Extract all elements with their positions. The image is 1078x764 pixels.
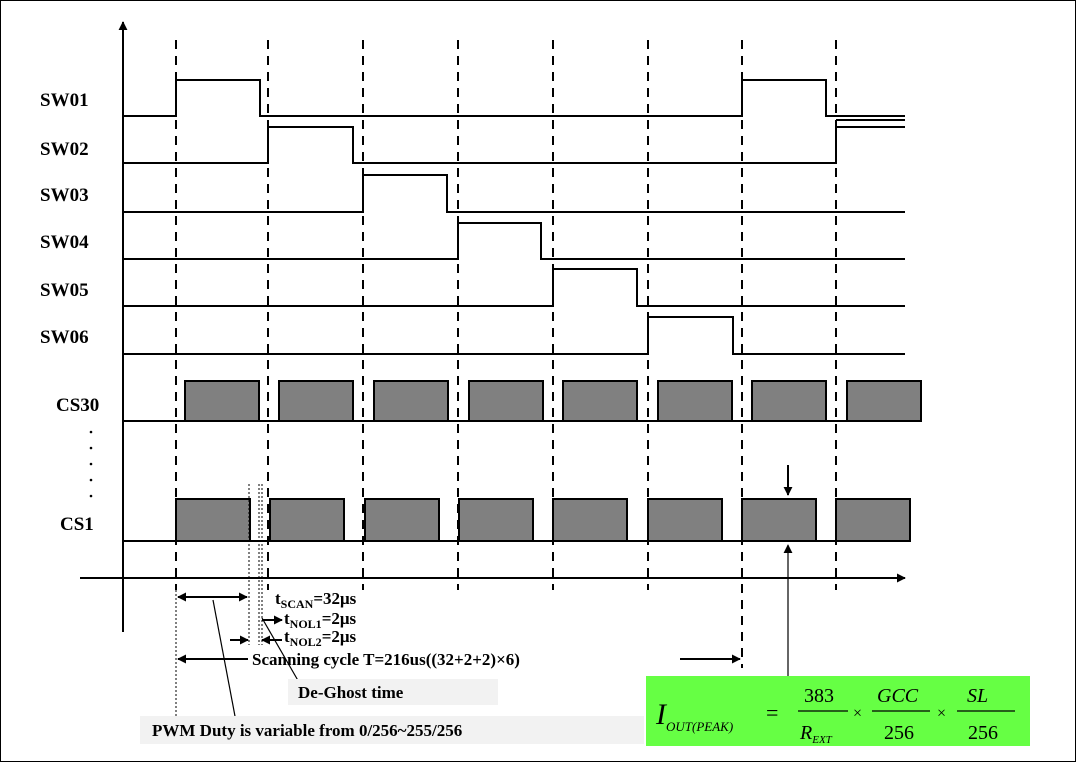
time-guides: [175, 40, 837, 668]
label-cs1: CS1: [60, 514, 94, 535]
label-cs30: CS30: [56, 395, 99, 416]
label-sw05: SW05: [40, 280, 89, 301]
formula-equals: =: [766, 700, 778, 725]
t-nol2-label: tNOL2=2μs: [284, 627, 357, 649]
sw03-waveform: [123, 174, 905, 213]
pwm-duty-box: [140, 716, 644, 744]
t-nol1-label: tNOL1=2μs: [284, 609, 357, 631]
label-sw04: SW04: [40, 232, 89, 253]
formula-times1: ×: [853, 705, 862, 722]
label-sw01: SW01: [40, 90, 89, 111]
formula-den2: 256: [884, 722, 914, 744]
formula-den1: REXT: [799, 722, 833, 746]
pwm-leader: [212, 599, 239, 733]
label-sw03: SW03: [40, 185, 89, 206]
ellipsis-dots: [89, 430, 93, 498]
deghost-leader: [261, 617, 301, 685]
scanning-cycle-label: Scanning cycle T=216us((32+2+2)×6): [252, 650, 520, 669]
peak-current-formula: IOUT(PEAK) = 383 REXT × GCC 256 × SL 256: [655, 685, 1015, 746]
sw01-waveform: [123, 79, 905, 117]
formula-num3: SL: [967, 685, 988, 707]
sw02-waveform: [123, 126, 905, 164]
de-ghost-label: De-Ghost time: [298, 683, 404, 702]
nol-markers: [175, 484, 263, 740]
label-sw06: SW06: [40, 327, 89, 348]
sw04-waveform: [123, 222, 905, 260]
formula-num1: 383: [804, 685, 834, 707]
formula-times2: ×: [937, 705, 946, 722]
sw05-waveform: [123, 268, 905, 307]
t-scan-label: tSCAN=32μs: [275, 589, 357, 611]
formula-lhs: IOUT(PEAK): [655, 698, 733, 734]
pwm-duty-label: PWM Duty is variable from 0/256~255/256: [152, 721, 462, 740]
cs1-pulses: [175, 498, 911, 542]
de-ghost-box: [288, 679, 498, 705]
formula-den3: 256: [968, 722, 998, 744]
sw06-waveform: [123, 316, 905, 355]
label-sw02: SW02: [40, 139, 89, 160]
cs30-pulses: [184, 380, 922, 422]
formula-num2: GCC: [877, 685, 919, 707]
